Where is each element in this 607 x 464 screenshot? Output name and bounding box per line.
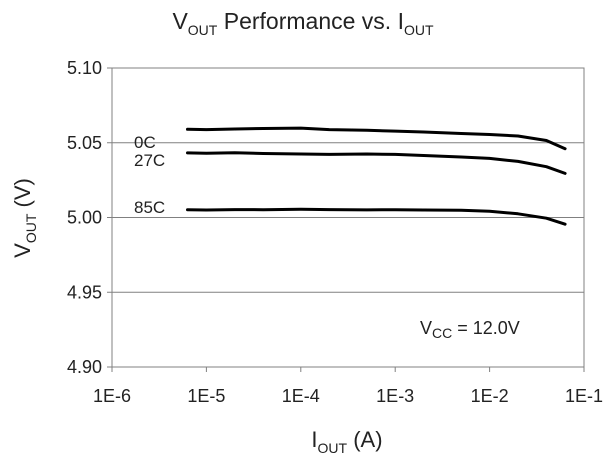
y-tick-label-1: 5.05 (67, 133, 102, 153)
y-axis-label: VOUT (V) (10, 178, 39, 258)
x-tick-label-5: 1E-1 (565, 386, 603, 406)
x-tick-label-1: 1E-5 (187, 386, 225, 406)
y-axis-ticks: 5.10 5.05 5.00 4.95 4.90 (67, 58, 112, 377)
x-tick-label-0: 1E-6 (93, 386, 131, 406)
series-line-85c (186, 207, 567, 226)
x-tick-label-3: 1E-3 (376, 386, 414, 406)
series-line-27c (186, 151, 567, 175)
x-axis-label: IOUT (A) (311, 427, 382, 456)
series-label-0c: 0C (134, 133, 156, 152)
series-lines (186, 126, 567, 226)
series-label-27c: 27C (134, 151, 165, 170)
y-tick-label-4: 4.90 (67, 357, 102, 377)
y-tick-label-3: 4.95 (67, 282, 102, 302)
series-label-85c: 85C (134, 198, 165, 217)
grid-lines (112, 67, 584, 368)
x-axis-ticks: 1E-6 1E-5 1E-4 1E-3 1E-2 1E-1 (93, 367, 603, 406)
y-tick-label-2: 5.00 (67, 208, 102, 228)
vcc-annotation: VCC = 12.0V (420, 318, 520, 341)
chart-title: VOUT Performance vs. IOUT (172, 8, 434, 38)
x-tick-label-4: 1E-2 (471, 386, 509, 406)
y-tick-label-0: 5.10 (67, 58, 102, 78)
x-tick-label-2: 1E-4 (282, 386, 320, 406)
series-line-0c (186, 126, 567, 151)
